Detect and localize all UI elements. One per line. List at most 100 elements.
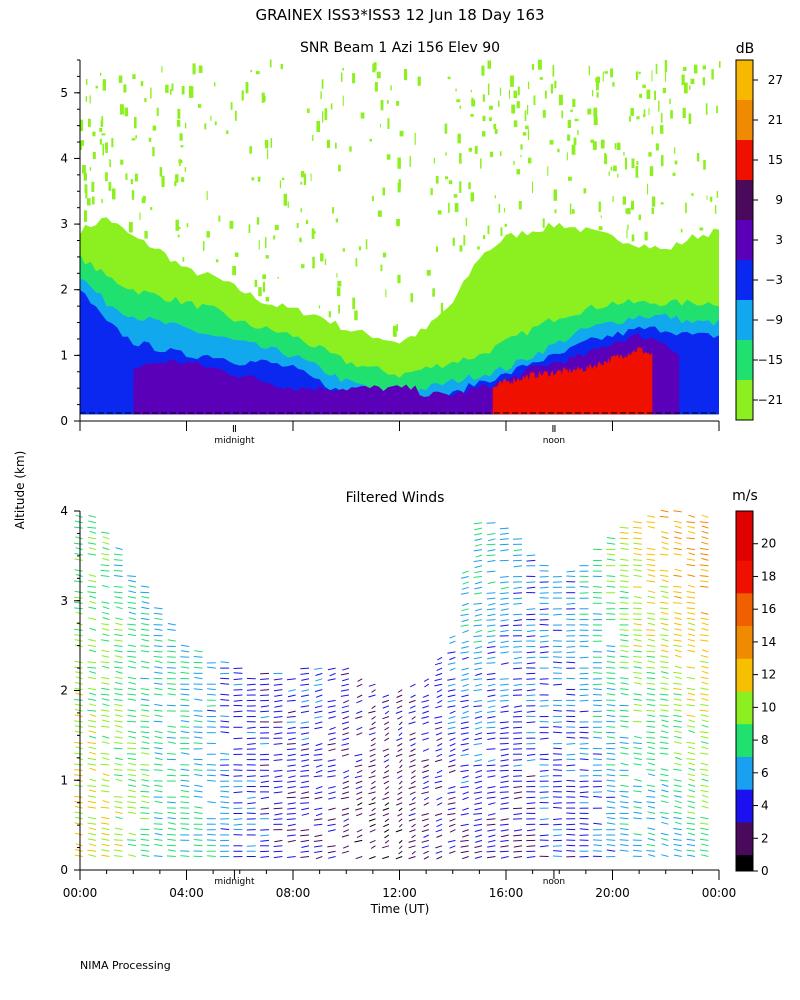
wind-barb bbox=[513, 829, 523, 832]
wind-barb bbox=[673, 838, 682, 841]
snr-speck bbox=[570, 109, 573, 113]
wind-barb bbox=[553, 704, 562, 707]
snr-speck bbox=[377, 210, 382, 217]
wind-barb bbox=[260, 694, 270, 696]
wind-barb bbox=[398, 807, 403, 812]
wind-barb bbox=[447, 705, 456, 708]
wind-barb bbox=[553, 661, 562, 664]
wind-barb bbox=[435, 850, 443, 854]
snr-colorbar-tick-label: −3 bbox=[765, 273, 783, 287]
wind-barb bbox=[475, 629, 483, 633]
wind-barb bbox=[474, 737, 483, 741]
snr-speck bbox=[596, 92, 599, 98]
snr-speck bbox=[174, 181, 177, 186]
wind-barb bbox=[673, 790, 682, 793]
wind-barb bbox=[315, 769, 323, 774]
snr-speck bbox=[382, 252, 387, 258]
wind-barb bbox=[411, 769, 416, 774]
wind-barb bbox=[397, 813, 403, 817]
wind-barb bbox=[606, 677, 616, 680]
wind-barb bbox=[73, 580, 83, 583]
wind-barb bbox=[274, 775, 283, 778]
wind-barb bbox=[699, 547, 709, 551]
wind-barb bbox=[620, 639, 629, 642]
snr-speck bbox=[374, 82, 378, 92]
wind-barb bbox=[233, 683, 243, 686]
wind-barb bbox=[620, 558, 629, 561]
snr-speck bbox=[635, 71, 638, 80]
wind-barb bbox=[101, 843, 110, 847]
wind-barb bbox=[513, 646, 523, 648]
wind-barb bbox=[141, 660, 150, 664]
wind-barb bbox=[355, 780, 363, 784]
wind-barb bbox=[356, 791, 363, 795]
wind-barb bbox=[166, 683, 176, 685]
wind-barb bbox=[354, 764, 363, 768]
snr-speck bbox=[660, 125, 664, 134]
wind-barb bbox=[673, 854, 682, 857]
winds-x-tick-label: 20:00 bbox=[595, 886, 630, 900]
wind-barb bbox=[88, 827, 97, 831]
wind-barb bbox=[408, 856, 416, 860]
wind-barb bbox=[397, 775, 403, 779]
wind-barb bbox=[646, 634, 656, 637]
snr-colorbar-swatch bbox=[736, 140, 753, 181]
wind-barb bbox=[88, 730, 97, 734]
wind-barb bbox=[500, 651, 509, 654]
wind-barb bbox=[206, 774, 216, 777]
wind-barb bbox=[101, 714, 110, 717]
wind-barb bbox=[315, 764, 323, 768]
wind-barb bbox=[327, 818, 336, 821]
wind-barb bbox=[646, 682, 656, 685]
snr-speck bbox=[179, 133, 183, 141]
wind-barb bbox=[500, 807, 509, 810]
wind-barb bbox=[539, 646, 549, 648]
snr-speck bbox=[387, 100, 389, 104]
snr-speck bbox=[198, 65, 203, 73]
snr-speck bbox=[203, 241, 205, 251]
snr-speck bbox=[524, 110, 527, 121]
wind-barb bbox=[287, 726, 296, 730]
wind-barb bbox=[101, 639, 110, 642]
wind-barb bbox=[673, 779, 682, 782]
snr-speck bbox=[610, 166, 613, 171]
wind-barb bbox=[606, 672, 616, 674]
wind-barb bbox=[462, 737, 469, 741]
wind-barb bbox=[513, 710, 523, 713]
wind-barb bbox=[74, 784, 83, 787]
snr-speck bbox=[610, 68, 613, 78]
wind-barb bbox=[434, 683, 443, 687]
snr-speck bbox=[324, 258, 327, 265]
wind-barb bbox=[422, 705, 429, 709]
snr-speck bbox=[542, 110, 546, 118]
wind-barb bbox=[73, 769, 83, 771]
wind-barb bbox=[396, 705, 403, 709]
wind-barb bbox=[75, 671, 83, 674]
wind-barb bbox=[500, 586, 509, 590]
wind-barb bbox=[114, 633, 123, 637]
snr-speck bbox=[108, 181, 112, 191]
wind-barb bbox=[500, 592, 509, 595]
wind-barb bbox=[500, 856, 509, 859]
wind-barb bbox=[526, 780, 536, 783]
snr-speck bbox=[257, 176, 261, 182]
snr-speck bbox=[465, 217, 468, 227]
wind-barb bbox=[220, 796, 230, 798]
wind-barb bbox=[154, 747, 163, 750]
wind-barb bbox=[369, 813, 376, 817]
snr-speck bbox=[703, 160, 706, 170]
snr-speck bbox=[553, 189, 557, 201]
wind-barb bbox=[397, 689, 403, 693]
wind-barb bbox=[153, 656, 163, 658]
wind-barb bbox=[499, 850, 509, 853]
wind-barb bbox=[140, 704, 150, 707]
wind-barb bbox=[593, 822, 602, 825]
wind-barb bbox=[73, 796, 83, 798]
wind-barb bbox=[473, 635, 483, 638]
wind-barb bbox=[233, 672, 243, 674]
snr-speck bbox=[709, 196, 713, 202]
wind-barb bbox=[566, 812, 576, 814]
wind-barb bbox=[343, 829, 350, 833]
wind-barb bbox=[699, 731, 709, 734]
snr-speck bbox=[322, 111, 324, 123]
